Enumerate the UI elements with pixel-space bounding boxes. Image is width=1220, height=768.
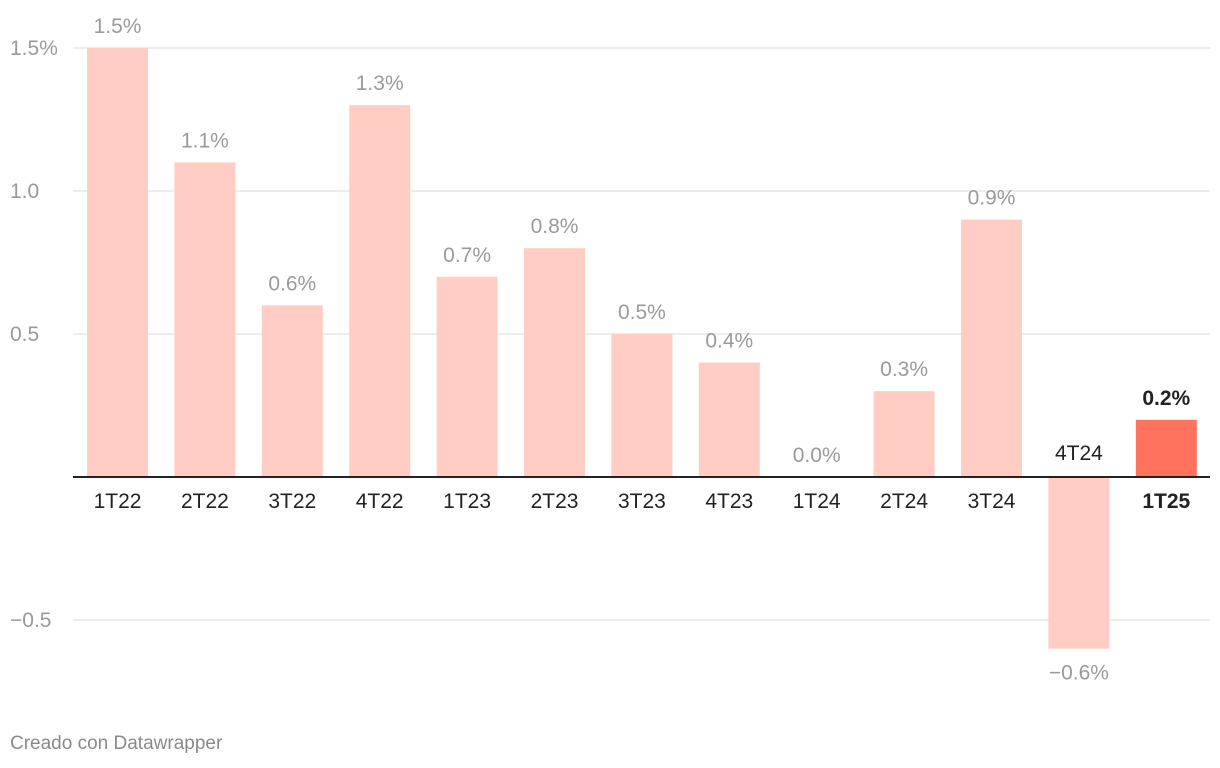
y-tick-label: 1.0 xyxy=(10,180,39,203)
bar xyxy=(174,162,236,477)
x-tick-label: 3T22 xyxy=(268,490,316,513)
value-label: 0.5% xyxy=(618,301,666,324)
y-tick-label: 0.5 xyxy=(10,323,39,346)
value-labels: 1.5% 1.1% 0.6% 1.3% 0.7% 0.8% 0.5% 0.4% 0.0% 0.3%… xyxy=(94,15,1191,685)
bar xyxy=(261,305,323,477)
value-label: 1.1% xyxy=(181,129,229,152)
value-label: 0.0% xyxy=(793,444,841,467)
value-label: 0.2% xyxy=(1142,387,1190,410)
x-tick-label: 1T24 xyxy=(793,490,841,513)
x-tick-label: 3T23 xyxy=(618,490,666,513)
value-label: 0.3% xyxy=(880,358,928,381)
bar xyxy=(873,391,935,477)
x-tick-label: 2T22 xyxy=(181,490,229,513)
x-tick-label: 2T23 xyxy=(531,490,579,513)
y-tick-label: −0.5 xyxy=(10,609,51,632)
credit-text: Creado con Datawrapper xyxy=(10,733,223,754)
value-label: 0.7% xyxy=(443,244,491,267)
y-tick-label: 1.5% xyxy=(10,37,58,60)
bars xyxy=(87,48,1197,649)
bar xyxy=(698,362,760,477)
bar xyxy=(961,219,1022,477)
bar xyxy=(1048,477,1110,649)
value-label: 0.9% xyxy=(968,187,1016,210)
value-label: −0.6% xyxy=(1049,662,1109,685)
value-label: 1.5% xyxy=(94,15,142,38)
x-tick-label: 4T24 xyxy=(1055,442,1103,465)
value-label: 0.8% xyxy=(531,215,579,238)
bar xyxy=(349,105,411,477)
x-tick-label: 4T23 xyxy=(705,490,753,513)
bar xyxy=(87,48,148,477)
value-label: 1.3% xyxy=(356,72,404,95)
bar xyxy=(611,334,673,477)
y-axis-ticks: 1.5% 1.0 0.5 −0.5 xyxy=(10,37,58,632)
bar xyxy=(1135,419,1197,477)
value-label: 0.6% xyxy=(268,272,316,295)
x-axis-labels: 1T22 2T22 3T22 4T22 1T23 2T23 3T23 4T23 1T24 2T24… xyxy=(94,442,1191,513)
x-tick-label: 1T22 xyxy=(94,490,142,513)
value-label: 0.4% xyxy=(705,330,753,353)
x-tick-label: 2T24 xyxy=(880,490,928,513)
bar xyxy=(524,248,585,477)
bar xyxy=(436,276,498,477)
bar-chart: 1.5% 1.0 0.5 −0.5 1.5% 1.1% 0.6% 1.3% 0.7% 0.8% 0… xyxy=(10,15,1210,685)
x-tick-label: 1T23 xyxy=(443,490,491,513)
x-tick-label: 3T24 xyxy=(968,490,1016,513)
x-tick-label: 1T25 xyxy=(1142,490,1190,513)
x-tick-label: 4T22 xyxy=(356,490,404,513)
